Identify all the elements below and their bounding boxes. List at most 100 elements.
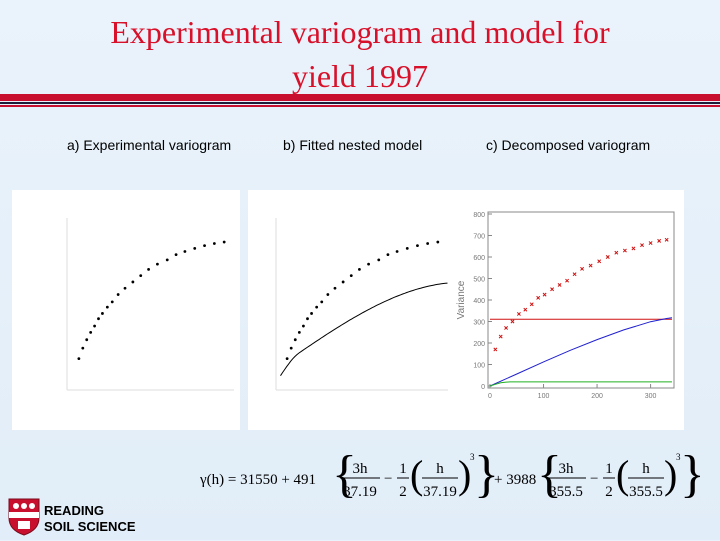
data-point-12 — [349, 274, 353, 278]
data-point-3 — [89, 330, 93, 334]
data-point-0 — [285, 357, 289, 360]
experimental-point-11 — [565, 278, 570, 283]
fitted-model-line — [280, 282, 448, 376]
data-point-17 — [183, 250, 187, 253]
experimental-point-17 — [614, 250, 619, 255]
data-point-8 — [320, 300, 324, 304]
y-axis-label: Variance — [456, 280, 467, 319]
x-tick-label-3: 300 — [645, 393, 657, 400]
long-range-line — [489, 317, 673, 387]
data-point-19 — [416, 244, 419, 248]
data-point-16 — [386, 253, 390, 257]
data-point-18 — [405, 246, 409, 250]
data-point-4 — [93, 324, 96, 328]
data-point-7 — [315, 305, 319, 309]
panel-c-label: c) Decomposed variogram — [486, 137, 651, 153]
experimental-point-3 — [510, 319, 515, 324]
experimental-point-0 — [493, 347, 498, 352]
t1-half-num: 1 — [399, 461, 407, 477]
panel-b — [248, 190, 456, 430]
t1-half-den: 2 — [399, 484, 407, 500]
x-tick-label-0: 0 — [488, 393, 492, 400]
data-point-2 — [293, 338, 297, 342]
t2-half-num: 1 — [605, 461, 613, 477]
experimental-point-5 — [523, 307, 528, 312]
t2-f2-num: h — [642, 461, 650, 477]
data-point-12 — [139, 274, 143, 278]
experimental-point-6 — [529, 302, 534, 307]
brace-open-1: { — [332, 446, 357, 503]
experimental-point-8 — [542, 292, 547, 297]
data-point-20 — [212, 242, 216, 245]
experimental-point-4 — [516, 312, 521, 316]
t2-half-den: 2 — [605, 484, 613, 500]
paren-close-1: ) — [458, 452, 471, 497]
data-point-10 — [123, 286, 127, 290]
paren-open-1: ( — [410, 452, 423, 497]
experimental-point-23 — [664, 237, 669, 242]
y-tick-label-1: 100 — [473, 363, 485, 370]
title-line-2: yield 1997 — [292, 58, 428, 94]
data-point-9 — [326, 293, 330, 296]
data-point-19 — [203, 244, 206, 248]
data-point-1 — [81, 346, 85, 350]
experimental-point-7 — [536, 295, 541, 300]
y-tick-label-5: 500 — [473, 277, 485, 284]
data-point-17 — [395, 250, 399, 253]
t1-minus: − — [384, 471, 392, 487]
formula-lhs: γ(h) = 31550 + 491 — [200, 472, 316, 488]
data-point-20 — [426, 242, 430, 245]
experimental-point-16 — [605, 255, 610, 259]
experimental-point-12 — [572, 272, 577, 277]
ticks-c: 0 100 200 300 400 500 600 700 800 0 100 200 300 — [473, 212, 656, 400]
y-tick-label-4: 400 — [473, 298, 485, 305]
logo-line-1: READING — [44, 503, 104, 518]
data-point-0 — [77, 357, 81, 360]
title-rule-red — [0, 94, 720, 101]
experimental-variogram-chart — [66, 218, 234, 391]
formula-plus2: + 3988 — [494, 472, 536, 488]
experimental-point-21 — [648, 241, 653, 245]
y-tick-label-7: 700 — [473, 234, 485, 241]
y-tick-label-3: 300 — [473, 320, 485, 327]
t2-minus: − — [590, 471, 598, 487]
data-point-13 — [147, 267, 150, 271]
data-point-4 — [302, 324, 305, 328]
y-tick-label-6: 600 — [473, 255, 485, 262]
experimental-point-18 — [622, 248, 627, 253]
logo-text: READING SOIL SCIENCE — [44, 503, 136, 535]
data-point-21 — [222, 240, 226, 244]
data-point-1 — [289, 346, 293, 350]
university-crest-logo — [8, 498, 40, 541]
x-tick-label-1: 100 — [538, 393, 550, 400]
title-rule-red-thin — [0, 105, 720, 107]
data-point-9 — [116, 293, 120, 296]
t1-exponent: 3 — [470, 452, 475, 462]
data-point-3 — [297, 330, 301, 334]
experimental-point-1 — [498, 334, 503, 339]
data-point-6 — [101, 312, 104, 315]
decomposed-variogram-chart: Variance 0 100 200 300 400 500 600 700 800 0 100 20… — [456, 211, 675, 400]
experimental-point-10 — [557, 282, 562, 287]
short-range-line — [489, 381, 672, 387]
title-line-1: Experimental variogram and model for — [110, 14, 610, 50]
data-point-14 — [156, 262, 159, 266]
data-point-21 — [436, 240, 440, 244]
data-point-10 — [333, 286, 337, 290]
plot-frame — [487, 211, 675, 389]
t1-f2-den: 37.19 — [423, 484, 457, 500]
t1-f1-den: 37.19 — [343, 484, 377, 500]
t1-f1-num: 3h — [353, 461, 369, 477]
panel-c: Variance 0 100 200 300 400 500 600 700 800 0 100 20… — [454, 190, 684, 430]
t1-f2-num: h — [436, 461, 444, 477]
data-point-11 — [341, 280, 345, 284]
x-tick-label-2: 200 — [591, 393, 603, 400]
marks-a — [77, 240, 226, 360]
marks-b — [280, 240, 448, 376]
data-point-13 — [358, 267, 361, 271]
variogram-formula: γ(h) = 31550 + 491 { 3h 37.19 − 1 2 ( h … — [199, 444, 705, 519]
experimental-point-9 — [550, 287, 555, 292]
t2-exponent: 3 — [676, 452, 681, 462]
data-point-2 — [85, 338, 89, 342]
data-point-5 — [306, 317, 309, 321]
